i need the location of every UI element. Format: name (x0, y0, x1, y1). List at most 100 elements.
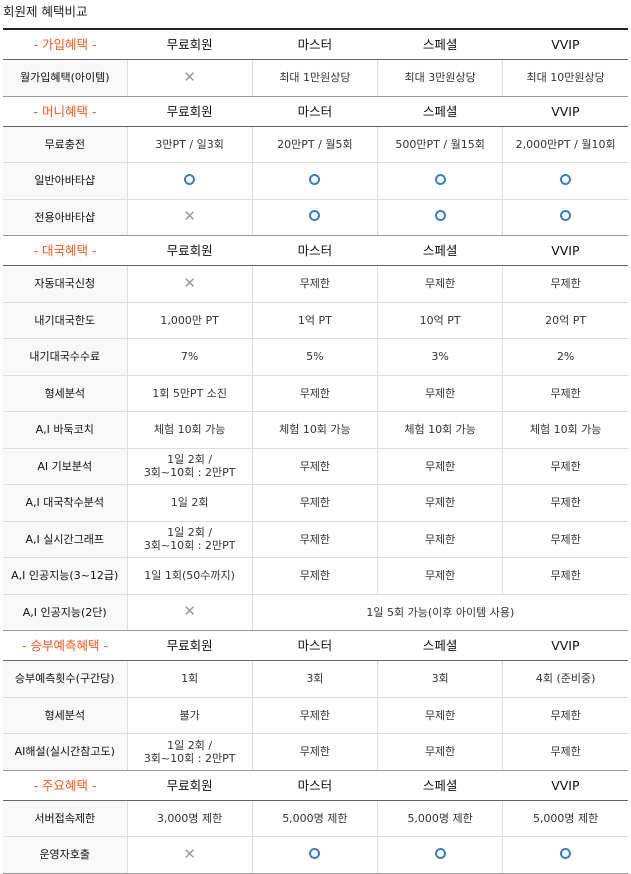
feature-label: A,I 인공지능(2단) (3, 594, 127, 631)
section-name: - 승부예측혜택 - (3, 630, 127, 661)
feature-value (502, 162, 628, 200)
feature-value: 4회 (준비중) (502, 660, 628, 698)
tier-header: 마스터 (252, 770, 378, 801)
value-text: 5% (306, 350, 324, 364)
feature-value: 체험 10회 가능 (376, 411, 503, 449)
section-header-row: - 주요혜택 - 무료회원 마스터 스페셜 VVIP (3, 770, 628, 801)
feature-label: 형세분석 (3, 697, 127, 734)
feature-value: 1일 5회 가능(이후 아이템 사용) (251, 594, 628, 631)
feature-value (502, 836, 628, 874)
o-icon (309, 173, 321, 185)
o-icon (560, 847, 572, 859)
feature-label: AI해설(실시간참고도) (3, 733, 127, 771)
feature-value: 무제한 (376, 697, 503, 734)
value-text: 무제한 (424, 496, 456, 510)
tier-header: VVIP (502, 96, 628, 127)
feature-value: 20만PT / 월5회 (251, 126, 378, 163)
feature-value: ✕ (126, 265, 253, 303)
value-text: 20만PT / 월5회 (277, 137, 353, 151)
feature-value: ✕ (126, 59, 253, 97)
section-name: - 머니혜택 - (3, 96, 127, 127)
feature-value: 1일 2회 / 3회~10회 : 2만PT (126, 521, 253, 558)
feature-value: 불가 (126, 697, 253, 734)
feature-value (251, 199, 378, 236)
feature-value: 무제한 (251, 265, 378, 303)
value-text: 무제한 (424, 708, 456, 722)
value-text: 체험 10회 가능 (404, 423, 476, 437)
table-row: AI해설(실시간참고도) 1일 2회 / 3회~10회 : 2만PT 무제한 무제한 무… (3, 733, 628, 771)
value-text: 최대 1만원상당 (279, 71, 351, 85)
x-icon: ✕ (183, 602, 196, 621)
feature-value: 무제한 (251, 448, 378, 485)
feature-value: 1일 1회(50수까지) (126, 557, 253, 595)
table-row: 무료충전 3만PT / 일3회 20만PT / 월5회 500만PT / 월15회 2,… (3, 126, 628, 163)
feature-value: 무제한 (251, 697, 378, 734)
value-text: 1억 PT (297, 313, 332, 327)
value-text: 500만PT / 월15회 (395, 137, 485, 151)
tier-header: 무료회원 (127, 770, 253, 801)
feature-value: 무제한 (251, 521, 378, 558)
value-text: 무제한 (550, 745, 581, 759)
value-text: 5,000명 제한 (282, 811, 348, 825)
feature-value (376, 836, 503, 874)
value-text: 무제한 (299, 277, 331, 291)
feature-value: 무제한 (502, 521, 628, 558)
feature-value: 무제한 (502, 733, 628, 771)
table-row: A,I 대국착수분석 1일 2회 무제한 무제한 무제한 (3, 484, 628, 522)
feature-value: 무제한 (376, 733, 503, 771)
x-icon: ✕ (183, 273, 196, 292)
tier-header: 무료회원 (127, 96, 253, 127)
value-text: 20억 PT (545, 313, 587, 327)
value-text: 최대 10만원상당 (526, 71, 605, 85)
feature-value: 1일 2회 / 3회~10회 : 2만PT (126, 733, 253, 771)
o-icon (560, 173, 572, 185)
feature-value: 무제한 (376, 484, 503, 522)
value-text: 무제한 (424, 569, 456, 583)
x-icon: ✕ (183, 67, 196, 86)
x-icon: ✕ (183, 844, 196, 863)
feature-value: 무제한 (502, 557, 628, 595)
section-name: - 대국혜택 - (3, 235, 127, 266)
value-text: 무제한 (424, 745, 456, 759)
table-row: A,I 인공지능(2단) ✕ 1일 5회 가능(이후 아이템 사용) (3, 594, 628, 631)
value-text: 4회 (준비중) (535, 672, 596, 686)
feature-value: 체험 10회 가능 (251, 411, 378, 449)
o-icon (434, 210, 446, 222)
feature-value: 3만PT / 일3회 (126, 126, 253, 163)
tier-header: 마스터 (252, 96, 378, 127)
feature-value: 무제한 (376, 375, 503, 412)
feature-value: ✕ (126, 594, 253, 631)
value-text: 1,000만 PT (160, 313, 219, 327)
feature-label: 무료충전 (3, 126, 127, 163)
feature-value: 무제한 (502, 448, 628, 485)
value-text: 5,000명 제한 (532, 811, 599, 825)
feature-value: 무제한 (251, 484, 378, 522)
feature-value: 무제한 (376, 448, 503, 485)
value-text: 무제한 (299, 386, 331, 400)
table-row: A,I 실시간그래프 1일 2회 / 3회~10회 : 2만PT 무제한 무제한 무제한 (3, 521, 628, 558)
table-row: 형세분석 1회 5만PT 소진 무제한 무제한 무제한 (3, 375, 628, 412)
value-text: 무제한 (550, 708, 581, 722)
value-text: 3회 (431, 672, 449, 686)
feature-value: 5% (251, 338, 378, 376)
tier-header: 스페셜 (377, 630, 503, 661)
value-text: 무제한 (550, 532, 581, 546)
section-name: - 가입혜택 - (3, 29, 127, 60)
feature-label: 내기대국한도 (3, 302, 127, 339)
feature-value: 무제한 (376, 265, 503, 303)
value-text: 1일 1회(50수까지) (144, 569, 235, 583)
value-text: 무제한 (299, 708, 331, 722)
feature-value: 1회 5만PT 소진 (126, 375, 253, 412)
value-text: 1회 5만PT 소진 (152, 386, 228, 400)
value-text: 무제한 (299, 569, 331, 583)
feature-value: 3회 (251, 660, 378, 698)
feature-value: 500만PT / 월15회 (376, 126, 503, 163)
tier-header: 스페셜 (377, 235, 503, 266)
o-icon (309, 847, 321, 859)
value-text: 1일 2회 / 3회~10회 : 2만PT (143, 526, 236, 553)
tier-header: 스페셜 (377, 770, 503, 801)
value-text: 체험 10회 가능 (153, 423, 226, 437)
tier-header: VVIP (502, 235, 628, 266)
value-text: 무제한 (550, 496, 581, 510)
value-text: 7% (180, 350, 199, 364)
